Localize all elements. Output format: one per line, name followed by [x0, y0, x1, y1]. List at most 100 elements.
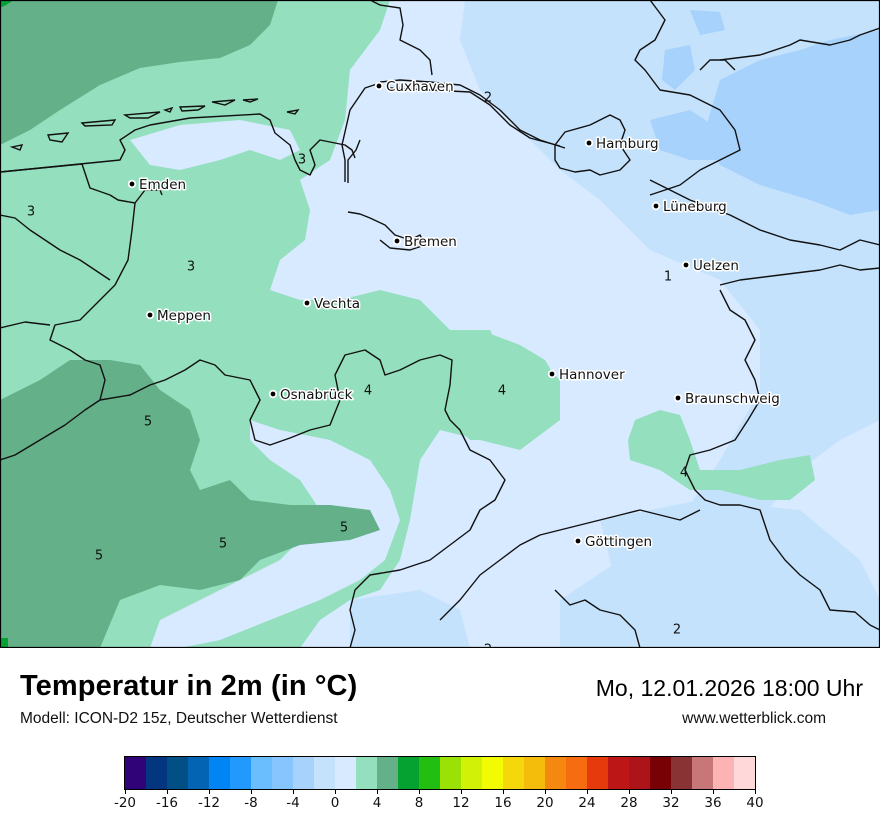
- model-source: Modell: ICON-D2 15z, Deutscher Wetterdie…: [20, 710, 338, 727]
- colorbar-segment: [503, 757, 524, 789]
- city-dot-icon: [549, 371, 555, 377]
- city-dot-icon: [575, 538, 581, 544]
- city-l-neburg: Lüneburg: [651, 198, 728, 217]
- contour-label: 1: [664, 270, 672, 285]
- contour-label: 3: [187, 260, 195, 275]
- colorbar-segment: [293, 757, 314, 789]
- contour-label: 5: [219, 537, 227, 552]
- city-hannover: Hannover: [547, 366, 627, 385]
- city-hamburg: Hamburg: [584, 135, 660, 154]
- city-markers: Cuxhaven Hamburg Emden Lüneburg Bremen Uelzen…: [127, 78, 781, 552]
- contour-label: 4: [364, 384, 372, 399]
- band-minus2-0-southwest: [350, 590, 470, 648]
- colorbar-segment: [545, 757, 566, 789]
- colorbar-tick-label: -12: [197, 795, 221, 811]
- contour-label: 5: [95, 549, 103, 564]
- website-link[interactable]: www.wetterblick.com: [682, 710, 826, 727]
- contour-label: 5: [340, 521, 348, 536]
- colorbar-segment: [251, 757, 272, 789]
- band-4-6-sea: [0, 0, 278, 145]
- city-dot-icon: [394, 238, 400, 244]
- city-label: Göttingen: [585, 534, 652, 550]
- band-0-2-osnabrueck-south: [150, 420, 400, 648]
- city-dot-icon: [586, 140, 592, 146]
- city-label: Vechta: [314, 296, 360, 312]
- colorbar-segment: [146, 757, 167, 789]
- band-minus4-minus2-blob: [650, 110, 720, 160]
- colorbar-tick: [712, 789, 714, 794]
- city-dot-icon: [270, 391, 276, 397]
- colorbar-segment: [230, 757, 251, 789]
- colorbar-tick: [502, 789, 504, 794]
- colorbar-segment: [734, 757, 755, 789]
- colorbar-tick-label: 36: [704, 795, 722, 811]
- chart-title: Temperatur in 2m (in °C): [20, 670, 358, 702]
- colorbar-tick: [166, 789, 168, 794]
- colorbar-segment: [272, 757, 293, 789]
- colorbar-segment: [419, 757, 440, 789]
- colorbar-tick: [754, 789, 756, 794]
- city-dot-icon: [675, 395, 681, 401]
- colorbar-tick-label: 24: [578, 795, 596, 811]
- colorbar-tick-label: -20: [113, 795, 137, 811]
- city-label: Hannover: [559, 367, 625, 383]
- colorbar-segment: [209, 757, 230, 789]
- city-label: Cuxhaven: [386, 79, 454, 95]
- city-bremen: Bremen: [392, 233, 458, 252]
- band-minus4-minus2: [705, 30, 880, 215]
- temperature-map[interactable]: 2 3 3 3 1 4 4 5 4 5 5 5 2 2 Cuxhaven Hamburg Emden Lüneb…: [0, 0, 880, 648]
- colorbar-tick: [334, 789, 336, 794]
- colorbar-tick: [544, 789, 546, 794]
- contour-label: 3: [27, 205, 35, 220]
- colorbar-tick: [124, 789, 126, 794]
- temperature-colorbar: [124, 756, 756, 790]
- colorbar-segment: [440, 757, 461, 789]
- city-uelzen: Uelzen: [681, 257, 740, 276]
- contour-label: 2: [484, 643, 492, 649]
- city-osnabr-ck: Osnabrück: [268, 386, 354, 405]
- colorbar-tick: [376, 789, 378, 794]
- band-6-8-corner-nw: [0, 0, 14, 8]
- city-emden: Emden: [127, 176, 188, 195]
- band-minus4-minus2-blob3: [662, 45, 695, 90]
- band-2-4-braunschweig: [628, 410, 815, 500]
- colorbar-tick-label: 8: [414, 795, 424, 811]
- city-meppen: Meppen: [145, 307, 212, 326]
- city-braunschweig: Braunschweig: [673, 390, 781, 409]
- colorbar-segment: [314, 757, 335, 789]
- colorbar-segment: [608, 757, 629, 789]
- city-vechta: Vechta: [302, 295, 362, 314]
- colorbar-segment: [713, 757, 734, 789]
- colorbar-tick-label: 4: [372, 795, 382, 811]
- frisian-islands: [9, 98, 300, 151]
- city-label: Bremen: [404, 234, 457, 250]
- band-6-8-corner-sw: [0, 638, 8, 648]
- colorbar-tick: [208, 789, 210, 794]
- city-label: Osnabrück: [280, 387, 353, 403]
- colorbar-segment: [566, 757, 587, 789]
- colorbar-tick-label: 28: [620, 795, 638, 811]
- colorbar-segment: [482, 757, 503, 789]
- colorbar-tick-label: 0: [330, 795, 340, 811]
- city-dot-icon: [129, 181, 135, 187]
- city-label: Meppen: [157, 308, 211, 324]
- colorbar-tick: [586, 789, 588, 794]
- colorbar-segment: [629, 757, 650, 789]
- contour-label: 3: [298, 153, 306, 168]
- city-dot-icon: [683, 262, 689, 268]
- colorbar-segment: [125, 757, 146, 789]
- colorbar-segment: [188, 757, 209, 789]
- city-label: Lüneburg: [663, 199, 727, 215]
- city-cuxhaven: Cuxhaven: [374, 78, 455, 97]
- contour-label: 5: [144, 415, 152, 430]
- colorbar-segment: [398, 757, 419, 789]
- band-minus2-0-south: [600, 500, 880, 648]
- forecast-datetime: Mo, 12.01.2026 18:00 Uhr: [595, 675, 863, 701]
- city-dot-icon: [304, 300, 310, 306]
- band-2-4-hannover: [430, 330, 560, 440]
- contour-labels: 2 3 3 3 1 4 4 5 4 5 5 5 2 2: [27, 91, 688, 649]
- city-dot-icon: [376, 83, 382, 89]
- band-4-6-land: [0, 360, 380, 648]
- colorbar-tick-label: -16: [155, 795, 179, 811]
- colorbar-tick: [670, 789, 672, 794]
